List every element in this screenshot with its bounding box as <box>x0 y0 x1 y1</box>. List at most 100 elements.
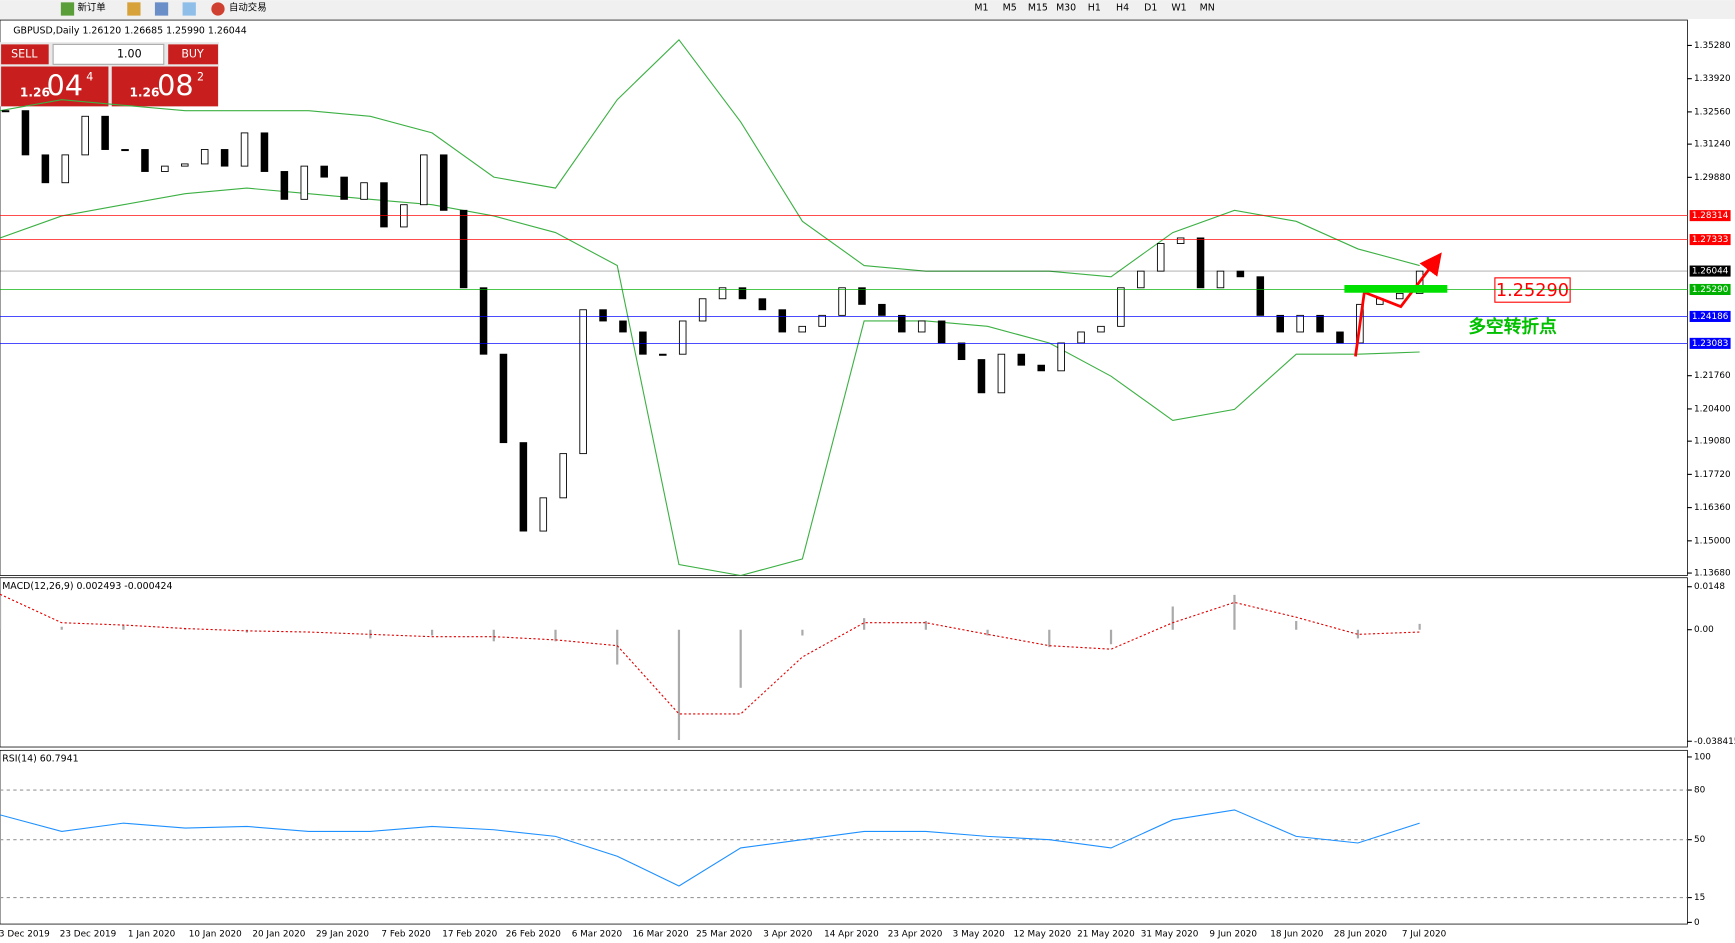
candle <box>1057 342 1065 372</box>
candle <box>599 309 607 322</box>
level-label: 1.27333 <box>1692 235 1729 245</box>
toolbar <box>0 0 1735 19</box>
y-tick-label: 0 <box>1694 918 1700 928</box>
timeframe-button[interactable]: W1 <box>1171 2 1186 13</box>
candle <box>1196 237 1205 289</box>
x-tick-label: 17 Feb 2020 <box>442 930 497 940</box>
lot-input[interactable] <box>52 43 165 65</box>
buy-price-point: 2 <box>197 71 204 84</box>
candle <box>220 149 229 167</box>
x-tick-label: 3 Dec 2019 <box>0 930 50 940</box>
y-tick-label: 1.20400 <box>1694 404 1731 414</box>
sell-price-big: 1.26 <box>20 86 50 100</box>
candle <box>61 154 70 184</box>
new-order-button[interactable]: 新订单 <box>77 1 105 13</box>
candle <box>459 209 468 289</box>
candle <box>280 171 289 200</box>
timeframe-button[interactable]: MN <box>1200 2 1215 13</box>
level-tag <box>1689 310 1731 322</box>
candle <box>619 320 627 333</box>
x-tick-label: 7 Jul 2020 <box>1402 930 1447 940</box>
buy-button[interactable] <box>168 44 218 65</box>
candle <box>1336 331 1344 344</box>
level-label: 1.26044 <box>1692 267 1729 277</box>
timeframe-button[interactable]: M30 <box>1056 2 1076 13</box>
y-tick-label: 0.00 <box>1694 625 1714 635</box>
candle <box>161 165 169 172</box>
buy-price-big: 1.26 <box>129 86 159 100</box>
timeframe-button[interactable]: H4 <box>1116 2 1129 13</box>
x-tick-label: 9 Jun 2020 <box>1209 930 1257 940</box>
candle <box>240 132 249 167</box>
macd-title: MACD(12,26,9) 0.002493 -0.000424 <box>2 581 172 592</box>
candle <box>878 303 886 316</box>
candle <box>838 287 846 316</box>
timeframe-button[interactable]: M1 <box>974 2 988 13</box>
x-tick-label: 7 Feb 2020 <box>381 930 431 940</box>
timeframe-button[interactable]: M5 <box>1003 2 1017 13</box>
annotation-box <box>1494 277 1571 303</box>
y-tick-label: 1.29880 <box>1694 173 1731 183</box>
x-tick-label: 3 May 2020 <box>953 930 1005 940</box>
candle <box>320 165 328 178</box>
timeframe-button[interactable]: H1 <box>1088 2 1101 13</box>
candle <box>121 149 129 152</box>
x-tick-label: 31 May 2020 <box>1141 930 1199 940</box>
candle <box>798 325 806 333</box>
icon <box>127 2 141 16</box>
lot-value[interactable]: 1.00 <box>117 47 142 60</box>
x-tick-label: 25 Mar 2020 <box>696 930 752 940</box>
x-tick-label: 3 Apr 2020 <box>763 930 812 940</box>
candle <box>360 182 368 200</box>
candle <box>659 353 667 356</box>
candle <box>519 442 528 532</box>
level-tag <box>1689 234 1731 246</box>
annotation-note: 多空转折点 <box>1468 316 1557 338</box>
level-tag <box>1689 337 1731 349</box>
candle <box>917 320 926 333</box>
upper-band <box>0 38 1420 278</box>
buy-label[interactable]: BUY <box>181 47 204 60</box>
y-tick-label: 1.31240 <box>1694 140 1731 150</box>
sell-price-box[interactable] <box>1 66 109 107</box>
y-tick-label: 1.13680 <box>1694 569 1731 579</box>
candle <box>479 287 488 355</box>
candle <box>300 165 309 200</box>
candle <box>1037 364 1045 372</box>
level-label: 1.25290 <box>1692 285 1729 295</box>
candle <box>499 353 508 444</box>
timeframe-button[interactable]: D1 <box>1144 2 1157 13</box>
candle <box>539 497 548 532</box>
y-tick-label: 1.19080 <box>1694 437 1731 447</box>
auto-trading-button[interactable]: 自动交易 <box>229 1 267 13</box>
level-tag <box>1689 210 1731 222</box>
icon <box>60 2 75 16</box>
sell-price-point: 4 <box>86 71 93 84</box>
timeframe-button[interactable]: M15 <box>1028 2 1048 13</box>
x-tick-label: 18 Jun 2020 <box>1270 930 1324 940</box>
candle <box>738 287 747 300</box>
annotation: 1.25290 <box>1496 281 1569 301</box>
candle <box>1097 325 1105 333</box>
candle <box>937 320 946 344</box>
candle <box>21 110 30 156</box>
candle <box>1 110 10 113</box>
candle <box>101 115 109 150</box>
candle <box>41 154 50 184</box>
sell-button[interactable] <box>1 44 49 65</box>
toolbar-items: 新订单 自动交易 M1 M5 M15 M30 H1 H4 D1 W1 MN <box>60 1 1215 16</box>
candle <box>718 287 727 300</box>
candle <box>1236 270 1245 278</box>
candle <box>181 163 189 167</box>
candle <box>200 149 209 165</box>
x-tick-label: 23 Dec 2019 <box>60 930 116 940</box>
sell-label[interactable]: SELL <box>11 47 38 60</box>
candle <box>678 320 687 355</box>
candle <box>579 309 587 455</box>
candle <box>1176 237 1185 244</box>
y-tick-label: 50 <box>1694 835 1706 845</box>
buy-price-box[interactable] <box>111 66 218 107</box>
x-tick-label: 6 Mar 2020 <box>572 930 623 940</box>
candle <box>1117 287 1125 327</box>
